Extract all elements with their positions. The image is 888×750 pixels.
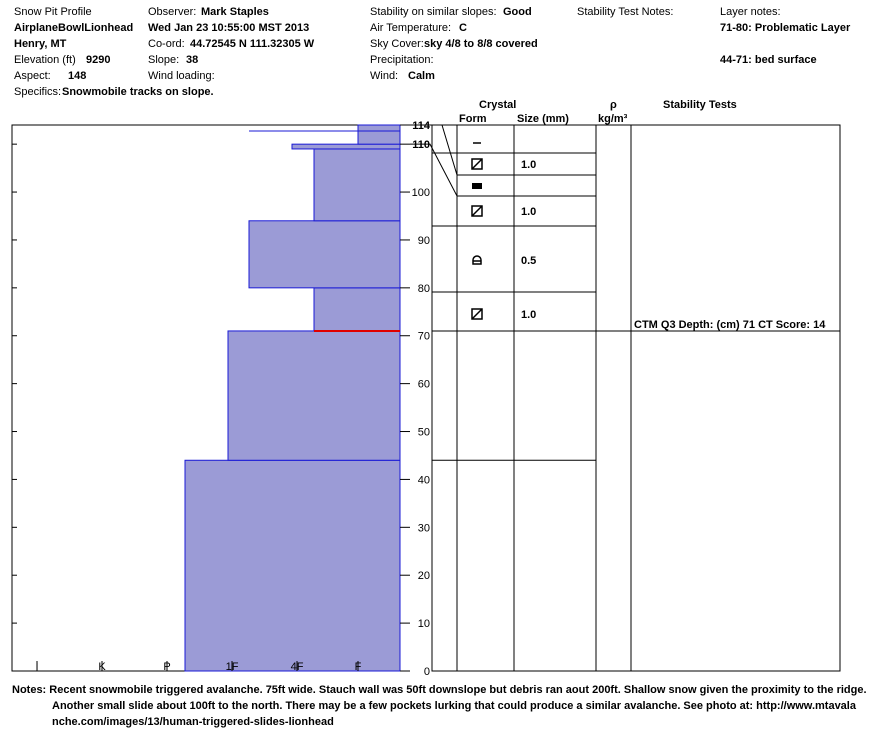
layer-notes-label: Layer notes: (720, 6, 781, 18)
hardness-bar (313, 148, 401, 222)
crystal-size-label: 0.5 (521, 255, 536, 267)
notes-label: Notes: (12, 684, 47, 696)
coord-label: Co-ord: (148, 38, 185, 50)
specifics-value: Snowmobile tracks on slope. (62, 86, 214, 98)
aspect-value: 148 (68, 70, 87, 82)
depth-tick-label: 10 (418, 618, 430, 630)
air-temp-value: C (459, 22, 467, 34)
depth-tick-label: 90 (418, 235, 430, 247)
layer-note-1: 71-80: Problematic Layer (720, 22, 851, 34)
stability-label: Stability on similar slopes: (370, 6, 497, 18)
notes-block: Notes: Recent snowmobile triggered avala… (12, 682, 872, 730)
crystal-table-frame (431, 124, 841, 672)
hardness-bar (248, 220, 401, 289)
wind-label: Wind: (370, 70, 399, 82)
form-header: Form (459, 113, 487, 125)
sky-value: sky 4/8 to 8/8 covered (424, 38, 538, 50)
depth-tick-label: 70 (418, 331, 430, 343)
depth-tick-label: 60 (418, 379, 430, 391)
aspect-label: Aspect: (14, 70, 51, 82)
datetime-value: Wed Jan 23 10:55:00 MST 2013 (148, 22, 310, 34)
faceted-crystal-diagonal (471, 158, 483, 170)
depth-tick-label: 50 (418, 427, 430, 439)
region-name: Henry, MT (14, 38, 67, 50)
wind-loading-label: Wind loading: (148, 70, 215, 82)
stability-value: Good (503, 6, 532, 18)
size-header: Size (mm) (517, 113, 569, 125)
hardness-bar (184, 459, 401, 672)
crystal-size-label: 1.0 (521, 159, 536, 171)
hardness-bar (227, 330, 401, 461)
depth-tick-label: 100 (412, 187, 430, 199)
stability-tests-header: Stability Tests (663, 99, 737, 111)
faceted-crystal-diagonal (471, 205, 483, 217)
depth-tick-label: 110 (412, 139, 430, 151)
depth-tick-label: 80 (418, 283, 430, 295)
precip-label: Precipitation: (370, 54, 434, 66)
wind-value: Calm (408, 70, 435, 82)
sky-label: Sky Cover: (370, 38, 424, 50)
depth-tick-label: 30 (418, 522, 430, 534)
observer-value: Mark Staples (201, 6, 269, 18)
observer-label: Observer: (148, 6, 197, 18)
elevation-value: 9290 (86, 54, 111, 66)
layer-connector (410, 124, 596, 176)
location-name: AirplaneBowlLionhead (14, 22, 134, 34)
density-unit: kg/m³ (598, 113, 628, 125)
crust-icon (472, 183, 482, 189)
profile-title: Snow Pit Profile (14, 6, 92, 18)
hardness-bar (313, 287, 401, 332)
depth-tick-label: 20 (418, 570, 430, 582)
crystal-size-label: 1.0 (521, 309, 536, 321)
coord-value: 44.72545 N 111.32305 W (190, 38, 315, 50)
elevation-label: Elevation (ft) (14, 54, 76, 66)
slope-value: 38 (186, 54, 199, 66)
crystal-header: Crystal (479, 99, 517, 111)
depth-hoar-icon (472, 255, 482, 265)
crystal-size-label: 1.0 (521, 206, 536, 218)
notes-line-3: nche.com/images/13/human-triggered-slide… (52, 716, 334, 728)
layer-connector (410, 143, 596, 197)
faceted-crystal-icon (471, 158, 483, 170)
faceted-crystal-icon (471, 205, 483, 217)
faceted-crystal-icon (471, 308, 483, 320)
hardness-bar (357, 124, 401, 145)
density-header: ρ (610, 99, 617, 111)
notes-line-2: Another small slide about 100ft to the n… (52, 700, 856, 712)
notes-line-1: Recent snowmobile triggered avalanche. 7… (49, 684, 867, 696)
air-temp-label: Air Temperature: (370, 22, 452, 34)
stability-notes-label: Stability Test Notes: (577, 6, 674, 18)
hardness-bar (291, 143, 401, 150)
stability-test-result: CTM Q3 Depth: (cm) 71 CT Score: 14 (634, 319, 826, 331)
depth-tick-label: 0 (424, 666, 430, 678)
slope-label: Slope: (148, 54, 180, 66)
specifics-label: Specifics: (14, 86, 62, 98)
depth-tick-label: 114 (412, 120, 431, 132)
depth-tick-label: 40 (418, 474, 430, 486)
faceted-crystal-diagonal (471, 308, 483, 320)
layer-note-2: 44-71: bed surface (720, 54, 817, 66)
